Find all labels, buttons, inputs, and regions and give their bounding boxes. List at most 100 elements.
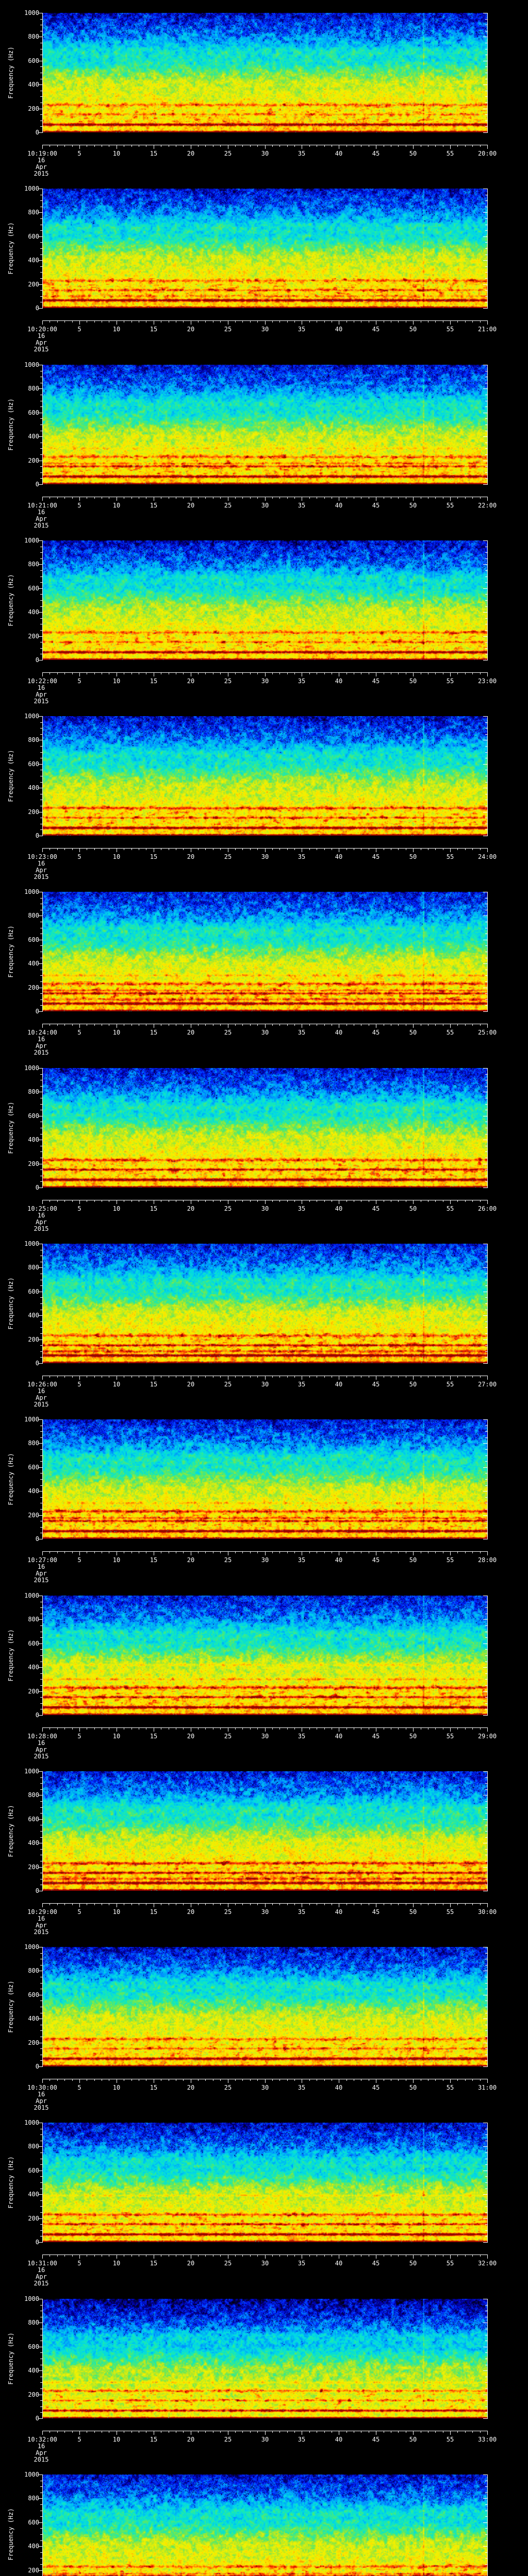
x-major-tick [413,1200,414,1204]
y-major-tick [38,84,42,85]
x-tick-label: 15 [150,2436,158,2443]
y-minor-tick [40,218,42,219]
x-minor-tick [57,497,58,499]
y-minor-tick [485,746,487,747]
x-minor-tick [465,321,466,323]
x-major-tick [79,145,80,149]
x-tick-label: 25 [224,502,232,509]
y-tick-label: 600 [28,1816,39,1823]
y-minor-tick [485,1437,487,1438]
x-minor-tick [435,849,436,850]
x-minor-tick [94,2079,95,2081]
y-tick-label: 200 [28,1512,39,1519]
y-major-tick [483,588,487,589]
y-axis-title: Frequency (Hz) [7,1980,14,2033]
spectrogram-panel-12: Frequency (Hz) 0 200 400 600 800 1000 5 10 15 20 25… [0,1934,528,2111]
y-minor-tick [40,606,42,607]
x-tick-label: 10 [112,1908,121,1916]
x-minor-tick [205,321,206,323]
x-major-tick [265,2431,266,2435]
x-tick-label: 45 [372,677,380,685]
x-minor-tick [131,497,132,499]
x-minor-tick [287,497,288,499]
x-start-time-label: 10:26:00 [27,1381,57,1388]
y-minor-tick [485,114,487,115]
x-minor-tick [272,673,273,674]
spectrogram-image [43,1244,487,1363]
x-minor-tick [235,2079,236,2081]
x-minor-tick [242,497,243,499]
y-major-tick [38,2218,42,2219]
y-major-tick [38,564,42,565]
x-tick-label: 15 [150,1029,158,1036]
x-minor-tick [309,849,310,850]
x-tick-label: 50 [409,677,417,685]
y-tick-label: 200 [28,2215,39,2222]
x-minor-tick [398,2431,399,2433]
y-major-tick [38,612,42,613]
y-minor-tick [485,945,487,946]
x-minor-tick [309,1024,310,1026]
y-minor-tick [485,96,487,97]
x-tick-label: 10 [112,2436,121,2443]
y-minor-tick [40,945,42,946]
x-major-tick [487,145,488,149]
x-minor-tick [250,1728,251,1730]
y-minor-tick [40,1637,42,1638]
y-minor-tick [485,1327,487,1328]
x-tick-label: 25 [224,677,232,685]
y-tick-label: 400 [28,1136,39,1143]
x-minor-tick [465,2079,466,2081]
x-minor-tick [279,673,280,674]
x-tick-label: 5 [77,2260,81,2267]
x-minor-tick [279,1904,280,1905]
x-minor-tick [64,1200,65,1202]
y-minor-tick [40,406,42,407]
y-minor-tick [485,266,487,267]
x-minor-tick [480,849,481,850]
x-minor-tick [294,2255,295,2257]
x-tick-label: 20 [187,677,195,685]
x-minor-tick [457,321,458,323]
x-minor-tick [457,2079,458,2081]
y-major-tick [38,1068,42,1069]
date-label: 16 [37,1387,45,1395]
y-tick-label: 0 [35,2239,39,2246]
x-minor-tick [57,145,58,147]
date-label: 2015 [34,2104,49,2111]
x-minor-tick [279,1376,280,1378]
y-minor-tick [40,582,42,583]
y-minor-tick [40,1086,42,1087]
x-minor-tick [198,849,199,850]
x-minor-tick [324,1904,325,1905]
x-tick-label: 45 [372,2084,380,2091]
x-major-tick [265,1024,266,1028]
x-minor-tick [457,2431,458,2433]
y-minor-tick [40,126,42,127]
x-tick-label: 35 [298,1556,306,1564]
x-end-time-label: 21:00 [477,326,497,333]
y-minor-tick [485,1151,487,1152]
x-start-time-label: 10:30:00 [27,2084,57,2091]
x-minor-tick [480,145,481,147]
y-axis-title: Frequency (Hz) [7,925,14,978]
y-minor-tick [485,2352,487,2353]
x-tick-label: 10 [112,502,121,509]
x-major-tick [450,2079,451,2083]
x-minor-tick [287,1376,288,1378]
x-minor-tick [198,1904,199,1905]
x-minor-tick [324,497,325,499]
x-tick-label: 45 [372,502,380,509]
y-minor-tick [40,1327,42,1328]
y-minor-tick [40,2164,42,2165]
x-minor-tick [250,1552,251,1553]
y-tick-label: 1000 [24,713,39,720]
x-minor-tick [465,1552,466,1553]
x-minor-tick [294,1904,295,1905]
y-major-tick [38,1491,42,1492]
x-minor-tick [131,1200,132,1202]
x-start-time-label: 10:19:00 [27,150,57,157]
y-major-tick [483,260,487,261]
x-end-time-label: 33:00 [477,2436,497,2443]
y-minor-tick [40,1297,42,1298]
